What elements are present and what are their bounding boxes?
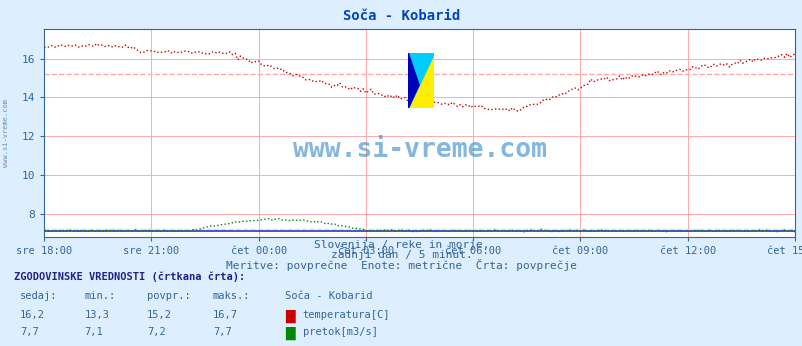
- Text: 7,1: 7,1: [84, 327, 103, 337]
- Text: Soča - Kobarid: Soča - Kobarid: [342, 9, 460, 22]
- Text: █: █: [285, 327, 294, 340]
- Text: ZGODOVINSKE VREDNOSTI (črtkana črta):: ZGODOVINSKE VREDNOSTI (črtkana črta):: [14, 272, 245, 282]
- Polygon shape: [407, 53, 419, 108]
- Text: 7,2: 7,2: [147, 327, 165, 337]
- Text: www.si-vreme.com: www.si-vreme.com: [3, 99, 10, 167]
- Text: min.:: min.:: [84, 291, 115, 301]
- Text: 7,7: 7,7: [213, 327, 231, 337]
- Text: sedaj:: sedaj:: [20, 291, 58, 301]
- Text: Slovenija / reke in morje.: Slovenija / reke in morje.: [314, 240, 488, 251]
- Text: █: █: [285, 310, 294, 323]
- Text: Meritve: povprečne  Enote: metrične  Črta: povprečje: Meritve: povprečne Enote: metrične Črta:…: [225, 259, 577, 271]
- Text: www.si-vreme.com: www.si-vreme.com: [292, 137, 546, 163]
- Polygon shape: [407, 53, 433, 108]
- Text: povpr.:: povpr.:: [147, 291, 190, 301]
- Text: 15,2: 15,2: [147, 310, 172, 320]
- Text: Soča - Kobarid: Soča - Kobarid: [285, 291, 372, 301]
- Text: 13,3: 13,3: [84, 310, 109, 320]
- Text: 16,7: 16,7: [213, 310, 237, 320]
- Text: temperatura[C]: temperatura[C]: [302, 310, 390, 320]
- Text: maks.:: maks.:: [213, 291, 250, 301]
- Text: 16,2: 16,2: [20, 310, 45, 320]
- Text: zadnji dan / 5 minut.: zadnji dan / 5 minut.: [330, 250, 472, 260]
- Polygon shape: [407, 53, 433, 108]
- Text: pretok[m3/s]: pretok[m3/s]: [302, 327, 377, 337]
- Text: 7,7: 7,7: [20, 327, 38, 337]
